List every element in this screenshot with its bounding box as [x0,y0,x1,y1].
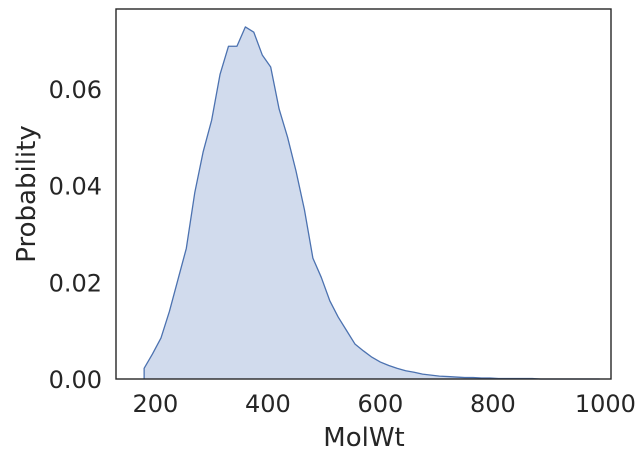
plot-layer [143,26,600,380]
x-tick-label: 1000 [575,390,636,418]
x-tick-label: 400 [245,390,291,418]
plot-frame [115,8,612,380]
density-area-0 [144,26,600,380]
y-tick-label: 0.04 [49,173,102,201]
y-tick-label: 0.06 [49,76,102,104]
x-tick-label: 200 [132,390,178,418]
x-axis-label: MolWt [323,423,404,453]
y-tick-label: 0.00 [49,366,102,394]
y-tick-label: 0.02 [49,269,102,297]
x-tick-label: 600 [357,390,403,418]
tick-layer: 200 400 600 800 1000 0.00 0.02 0.04 0.06 [49,76,636,418]
x-tick-label: 800 [470,390,516,418]
y-axis-label: Probability [12,125,42,262]
